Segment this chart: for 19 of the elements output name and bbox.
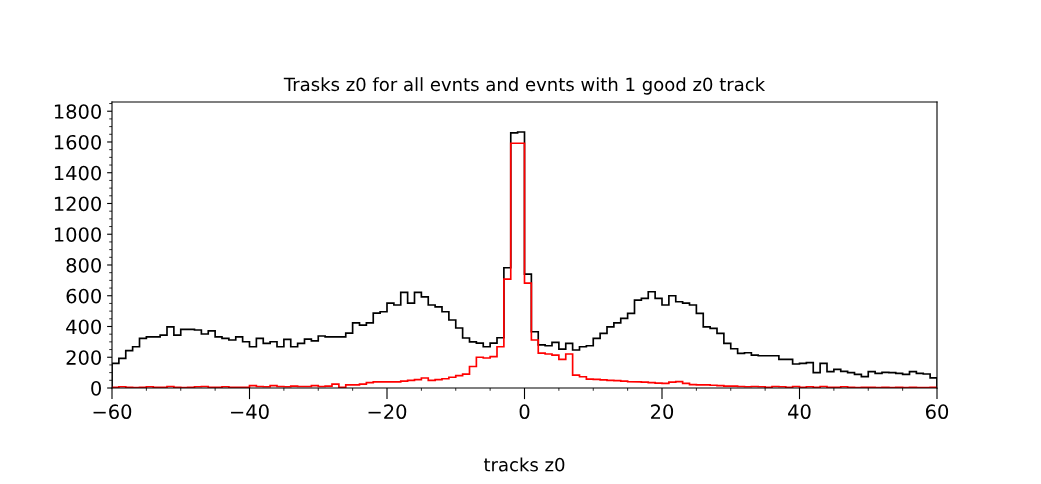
- y-tick-label: 1200: [54, 196, 101, 212]
- chart-title: Trasks z0 for all evnts and evnts with 1 good z0 track: [283, 77, 766, 95]
- y-tick-label: 1800: [54, 104, 101, 119]
- y-tick-label: 800: [66, 257, 101, 273]
- x-tick-label: −60: [93, 404, 132, 420]
- x-axis-title: tracks z0: [483, 457, 565, 472]
- y-tick-label: 600: [66, 288, 101, 304]
- y-tick-label: 1000: [54, 227, 101, 242]
- y-tick-label: 0: [91, 380, 101, 396]
- x-tick-label: 60: [925, 404, 949, 420]
- y-tick-label: 400: [66, 319, 101, 335]
- y-tick-label: 200: [66, 350, 101, 365]
- x-tick-label: 40: [788, 404, 811, 420]
- y-tick-label: 1600: [54, 134, 101, 150]
- x-tick-label: 0: [519, 404, 530, 420]
- x-tick-label: −40: [231, 404, 269, 420]
- y-tick-label: 1400: [54, 165, 101, 181]
- x-tick-label: −20: [368, 404, 407, 420]
- x-tick-label: 20: [651, 404, 674, 420]
